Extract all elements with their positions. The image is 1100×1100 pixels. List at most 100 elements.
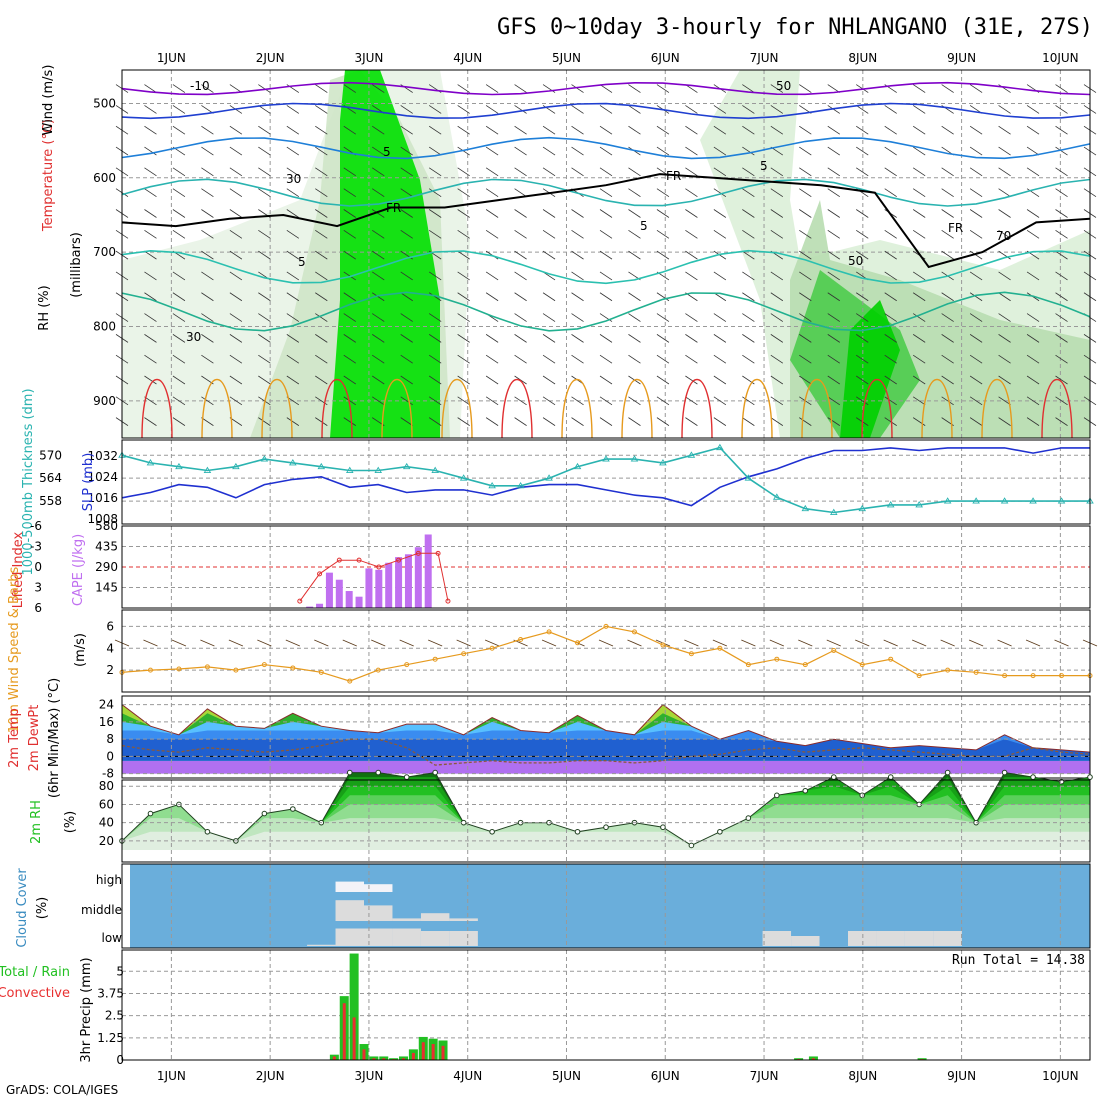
wind-barb [685,396,698,406]
wind-barb [258,250,271,260]
wind-barb [571,146,584,156]
wind-barb [856,354,869,364]
wind-barb [315,396,328,406]
wind-barb [628,334,641,343]
wind-barb [1026,375,1040,385]
wind-barb [144,313,157,322]
rh-ylabel-units: (%) [63,811,78,834]
wind-barb [1055,105,1068,114]
wind-barb [998,313,1011,322]
wind-barb [884,229,897,239]
wind10-point-3 [204,664,210,670]
wind-barb [343,188,356,197]
wind-barb [400,125,413,135]
wind-barb [1055,229,1068,239]
rh2m-point-8 [346,769,353,776]
wind-barb [144,396,157,406]
wind-barb [742,375,755,385]
wind-barb [457,396,470,406]
wind10-tick-2: 2 [106,663,114,677]
wind-barb [1055,125,1068,135]
wind-barb [428,229,442,239]
rh-tick-40: 40 [99,816,114,830]
wind-barb [286,375,300,385]
rh2m-point-27 [887,774,894,780]
wind-barb [172,209,186,218]
cloud-cover-panel: high middle low Cloud Cover (%) [15,863,1091,949]
wind-barb [1055,209,1068,218]
wind10-point-28 [916,673,922,679]
wind-barb [315,167,328,177]
rh2m-point-5 [261,810,268,817]
wind-barb [514,105,527,114]
cloud-low-24 [791,936,820,946]
wind-barb [172,167,186,177]
rh-tick-80: 80 [99,779,114,793]
wind-barb [172,396,186,406]
wind-barb [998,334,1011,343]
wind-barb [1026,125,1040,135]
temp-band-cold [122,760,1090,774]
wind-barb [884,188,897,197]
wind-barb [172,84,186,93]
wind-barb [685,209,698,218]
cloud-high-8 [335,881,364,892]
wind-barb [1026,146,1040,156]
wind-barb [599,188,613,197]
contour-label-6: FR [666,169,681,183]
wind10-point-29 [945,667,951,673]
dewpt2m-line [121,738,1091,766]
wind-barb [542,313,556,322]
wind-barb [258,354,271,364]
isotherm-0 [121,81,1091,96]
wind-barb [941,167,954,177]
thickness-point-28 [915,501,923,508]
contour-label-9: 30 [286,172,301,186]
upper-ytick-600: 600 [93,171,116,185]
wind-barb [457,209,470,218]
wind10-point-2 [176,666,182,672]
precip-conv-bar-8 [411,1052,415,1060]
lifted-index-line [299,552,449,602]
wind-barb [1026,229,1040,239]
wind-barb [258,167,271,177]
wind-barb [770,396,784,406]
wind-barb [685,354,698,364]
wind-barb [400,354,413,364]
wind-barb [656,292,670,302]
cloud-low-10 [392,928,421,946]
wind-barb [685,146,698,156]
contour-label-5: FR [386,201,401,215]
lowlevel-contour-6 [501,378,533,439]
rh2m-point-9 [375,769,382,776]
wind-barb [969,292,983,302]
wind-barb [770,105,784,114]
thickness-tick-564: 564 [39,471,62,485]
wind-barb [856,396,869,406]
wind-barb [542,375,556,385]
wind-barb [685,250,698,260]
thickness-point-1 [146,459,155,466]
wind-barb [742,396,755,406]
wind-barb [201,146,214,156]
wind-barb [343,229,356,239]
wind-barb [742,354,755,364]
temp-tick-24: 24 [99,698,114,712]
wind-barb [542,209,556,218]
wind-barb [969,417,983,426]
wind-barb [315,84,328,93]
wind10-point-5 [261,662,267,668]
isotherm-5 [121,291,1091,332]
wind-barb [1055,84,1068,93]
wind-barb [343,250,356,260]
wind-barb [884,292,897,302]
temp-band-5 [122,739,1090,761]
wind-barb [1026,105,1040,114]
wind-barb [884,146,897,156]
temp-ylabel-dewpt: 2m DewPt [27,705,42,772]
wind-barb [685,188,698,197]
wind10-barb-30 [968,639,984,647]
wind-barb [912,271,926,281]
wind-barb [770,188,784,197]
wind-barb [884,313,897,322]
